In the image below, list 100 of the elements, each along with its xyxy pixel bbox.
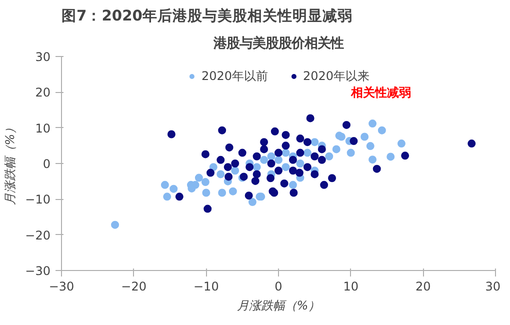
legend-label: 2020年以前 bbox=[201, 68, 268, 84]
point bbox=[248, 198, 256, 206]
point bbox=[163, 192, 172, 201]
point bbox=[303, 148, 312, 157]
x-tick-label: 0 bbox=[274, 280, 282, 294]
point bbox=[282, 130, 290, 139]
point bbox=[216, 170, 225, 178]
point bbox=[260, 138, 268, 146]
point bbox=[310, 138, 319, 146]
point bbox=[310, 170, 319, 178]
point bbox=[270, 127, 279, 136]
point bbox=[360, 132, 369, 141]
y-tick-label: 20 bbox=[35, 86, 51, 100]
point bbox=[468, 140, 476, 148]
legend-label: 2020年以来 bbox=[303, 68, 370, 84]
point bbox=[175, 192, 184, 201]
point bbox=[170, 184, 178, 193]
x-tick-label: −20 bbox=[121, 280, 146, 294]
point bbox=[238, 148, 246, 157]
x-tick-label: −10 bbox=[194, 280, 219, 294]
point bbox=[350, 137, 358, 146]
point bbox=[303, 138, 312, 146]
point bbox=[368, 156, 377, 164]
point bbox=[296, 160, 304, 168]
x-tick-label: 20 bbox=[416, 280, 431, 294]
point bbox=[274, 148, 282, 157]
point bbox=[280, 179, 288, 188]
x-tick-label: 10 bbox=[343, 280, 358, 294]
point bbox=[267, 160, 276, 168]
point bbox=[288, 180, 297, 189]
point bbox=[274, 166, 282, 175]
point bbox=[231, 160, 240, 168]
x-tick-label: −30 bbox=[48, 280, 74, 294]
point bbox=[111, 220, 120, 229]
point bbox=[368, 120, 377, 128]
point bbox=[224, 163, 232, 172]
point bbox=[366, 142, 374, 150]
point bbox=[206, 168, 215, 177]
point bbox=[288, 166, 297, 175]
point bbox=[296, 134, 304, 143]
y-tick-label: 0 bbox=[42, 157, 51, 171]
annotation: 相关性减弱 bbox=[350, 85, 411, 100]
point bbox=[386, 152, 395, 161]
point bbox=[296, 148, 304, 157]
point bbox=[252, 170, 261, 178]
y-axis-title: 月涨跌幅（%） bbox=[3, 122, 18, 206]
point bbox=[303, 163, 312, 172]
point bbox=[295, 168, 304, 177]
point bbox=[290, 188, 298, 197]
y-tick-label: −20 bbox=[25, 228, 51, 242]
point bbox=[282, 163, 290, 172]
point bbox=[274, 156, 282, 164]
point bbox=[252, 152, 261, 160]
point bbox=[401, 152, 410, 160]
point bbox=[218, 188, 226, 197]
point bbox=[167, 130, 176, 138]
point bbox=[225, 143, 234, 152]
x-tick-label: 30 bbox=[485, 280, 501, 294]
point bbox=[244, 192, 253, 200]
y-tick-label: 10 bbox=[35, 121, 51, 136]
chart-subtitle: 港股与美股股价相关性 bbox=[212, 36, 344, 52]
point bbox=[160, 180, 169, 189]
x-axis-title: 月涨跌幅（%） bbox=[236, 298, 320, 312]
point bbox=[288, 156, 297, 164]
point bbox=[342, 120, 350, 129]
point bbox=[246, 163, 254, 172]
point bbox=[318, 145, 326, 154]
point bbox=[202, 188, 210, 197]
point bbox=[332, 145, 340, 154]
chart-title: 图7：2020年后港股与美股相关性明显减弱 bbox=[62, 6, 352, 24]
point bbox=[346, 148, 355, 157]
point bbox=[266, 174, 275, 182]
point bbox=[252, 163, 261, 172]
point bbox=[267, 152, 276, 160]
point bbox=[378, 126, 386, 134]
point bbox=[318, 156, 326, 164]
point bbox=[325, 152, 334, 160]
point bbox=[328, 174, 336, 182]
point bbox=[260, 156, 268, 164]
point bbox=[216, 156, 225, 164]
point bbox=[260, 145, 268, 154]
y-tick-label: −30 bbox=[25, 264, 51, 278]
point bbox=[209, 163, 218, 172]
point bbox=[218, 126, 226, 134]
y-tick-label: −10 bbox=[25, 192, 51, 207]
point bbox=[231, 166, 240, 175]
point bbox=[310, 152, 319, 160]
point bbox=[282, 148, 290, 157]
point bbox=[306, 114, 314, 122]
point bbox=[194, 174, 203, 182]
point bbox=[204, 204, 212, 213]
point bbox=[228, 187, 237, 196]
point bbox=[397, 140, 406, 148]
point bbox=[201, 178, 210, 186]
point bbox=[320, 180, 328, 189]
point bbox=[224, 172, 233, 181]
point bbox=[282, 142, 290, 150]
point bbox=[251, 176, 260, 185]
point bbox=[201, 150, 210, 158]
point bbox=[372, 164, 381, 173]
